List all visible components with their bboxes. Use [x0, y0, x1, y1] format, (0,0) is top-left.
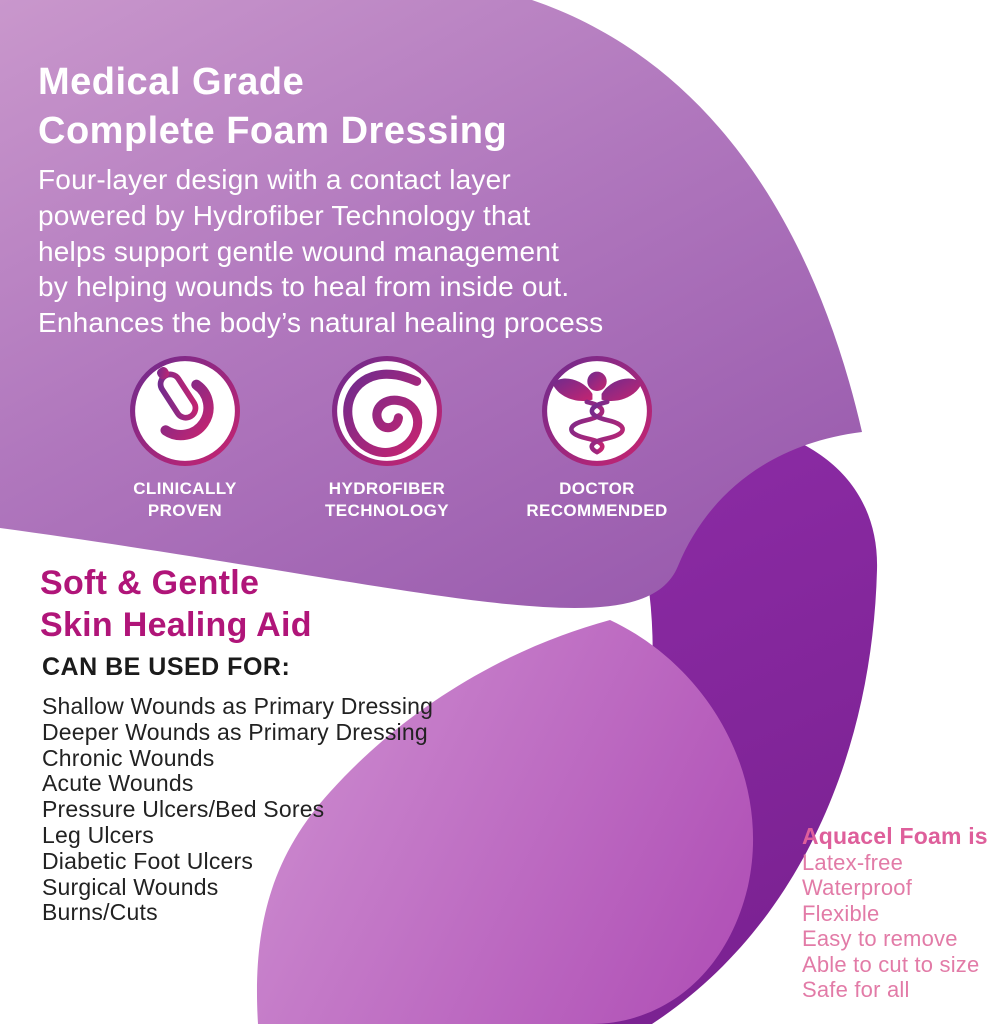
badge-label: CLINICALLY PROVEN	[133, 479, 237, 520]
use-item: Diabetic Foot Ulcers	[42, 847, 254, 874]
use-item: Surgical Wounds	[42, 873, 219, 900]
use-item: Shallow Wounds as Primary Dressing	[42, 693, 434, 719]
use-item: Chronic Wounds	[42, 744, 215, 771]
badge-doctor-recommended: DOCTOR RECOMMENDED	[508, 354, 686, 522]
use-item: Pressure Ulcers/Bed Sores	[42, 796, 325, 823]
features-heading: Aquacel Foam is	[802, 823, 988, 849]
badge-label: HYDROFIBER TECHNOLOGY	[325, 479, 449, 520]
feature-item: Latex-free	[802, 849, 904, 875]
feature-item: Flexible	[802, 900, 880, 926]
feature-item: Safe for all	[802, 977, 910, 1002]
feature-item: Easy to remove	[802, 926, 958, 951]
use-item: Burns/Cuts	[42, 899, 158, 926]
hydrofiber-swirl-icon	[331, 355, 443, 467]
microscope-icon	[129, 355, 241, 467]
product-description: Four-layer design with a contact layer p…	[38, 164, 604, 339]
uses-list: Shallow Wounds as Primary Dressing Deepe…	[42, 693, 434, 926]
use-item: Acute Wounds	[42, 770, 194, 797]
badge-label: DOCTOR RECOMMENDED	[526, 479, 668, 520]
feature-item: Able to cut to size	[802, 951, 980, 977]
use-item: Leg Ulcers	[42, 821, 154, 848]
product-title: Medical Grade Complete Foam Dressing	[38, 61, 508, 153]
caduceus-icon	[541, 355, 653, 467]
uses-subheading: CAN BE USED FOR:	[42, 653, 291, 681]
badge-clinically-proven: CLINICALLY PROVEN	[96, 354, 274, 522]
background-orchid-blob	[256, 620, 754, 1024]
features-panel: Aquacel Foam is Latex-free Waterproof Fl…	[802, 823, 995, 1003]
feature-item: Waterproof	[802, 875, 913, 900]
benefits-heading: Soft & Gentle Skin Healing Aid	[40, 564, 312, 645]
features-list: Latex-free Waterproof Flexible Easy to r…	[802, 850, 995, 1003]
badge-hydrofiber-technology: HYDROFIBER TECHNOLOGY	[298, 354, 476, 522]
use-item: Deeper Wounds as Primary Dressing	[42, 718, 428, 745]
